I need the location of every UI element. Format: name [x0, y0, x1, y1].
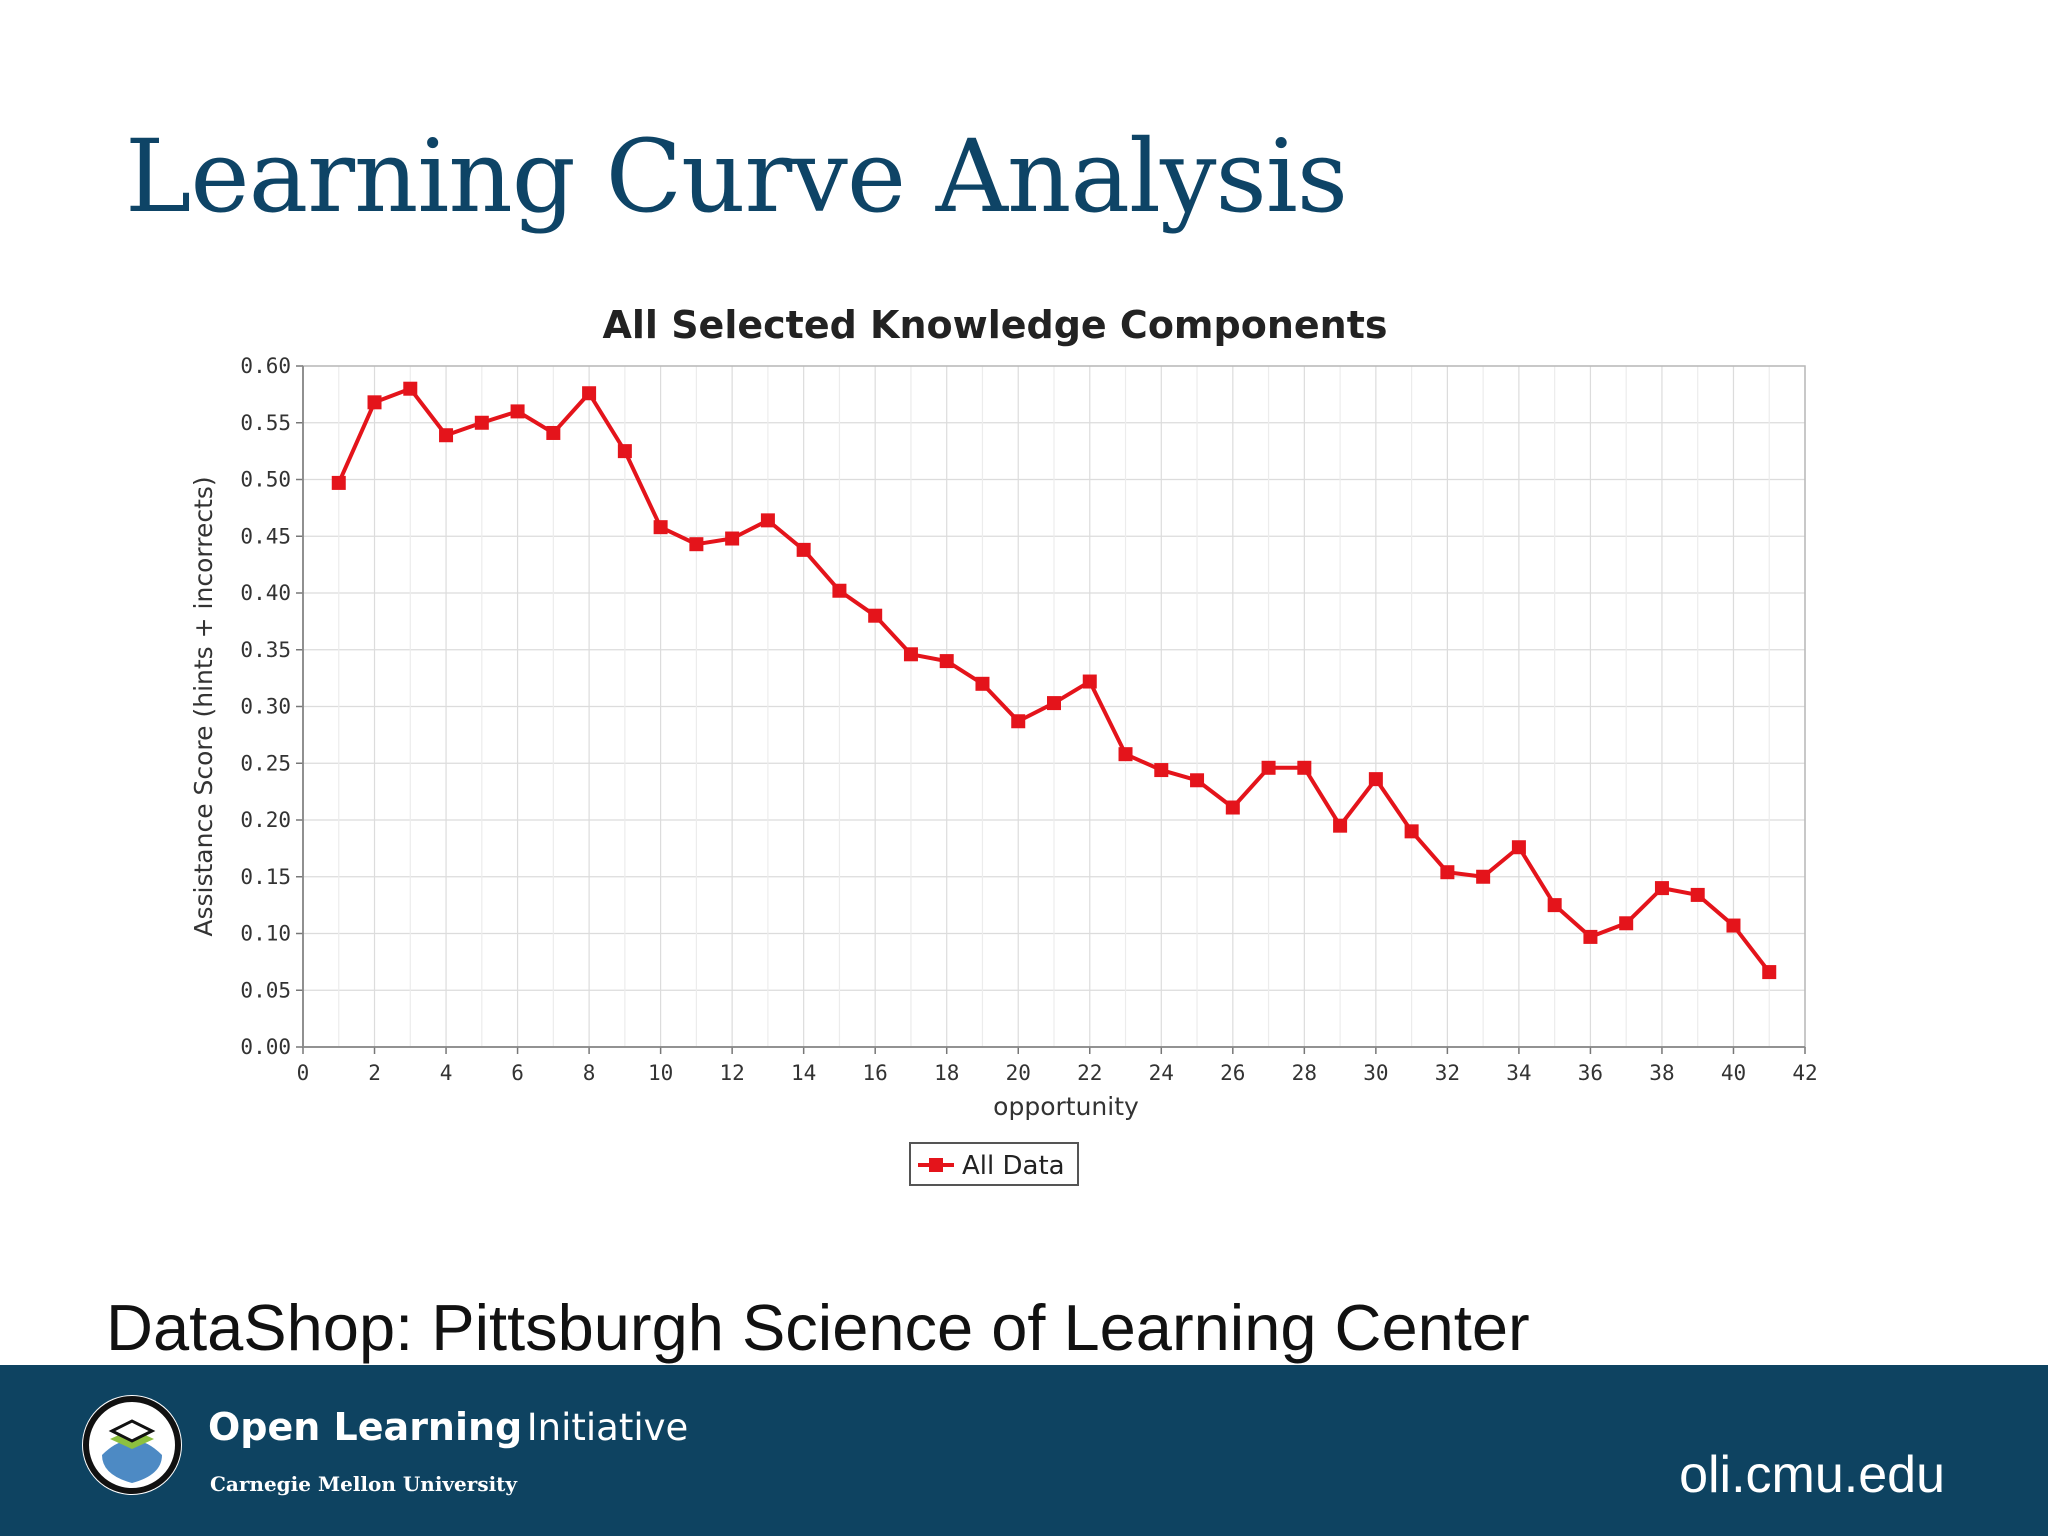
data-point [832, 583, 847, 598]
y-axis-label: Assistance Score (hints + incorrects) [189, 476, 218, 936]
data-point [510, 404, 525, 419]
x-tick-label: 28 [1292, 1061, 1317, 1085]
y-tick-label: 0.00 [240, 1035, 291, 1059]
x-tick-label: 34 [1506, 1061, 1531, 1085]
y-tick-label: 0.10 [240, 922, 291, 946]
data-point [1225, 800, 1240, 815]
slide-title: Learning Curve Analysis [125, 118, 1348, 235]
data-point [439, 428, 454, 443]
x-tick-label: 36 [1578, 1061, 1603, 1085]
data-point [1619, 916, 1634, 931]
footer-bar: Open Learning Initiative Carnegie Mellon… [0, 1365, 2048, 1536]
y-tick-label: 0.05 [240, 978, 291, 1002]
series-all-data [331, 381, 1777, 980]
logo-open-learning: Open Learning [208, 1405, 523, 1449]
x-tick-label: 14 [791, 1061, 816, 1085]
x-tick-label: 26 [1220, 1061, 1245, 1085]
data-point [1082, 674, 1097, 689]
data-point [653, 520, 668, 535]
x-tick-label: 24 [1149, 1061, 1174, 1085]
x-tick-label: 6 [511, 1061, 524, 1085]
data-point [1726, 918, 1741, 933]
x-tick-label: 38 [1649, 1061, 1674, 1085]
data-point [1511, 840, 1526, 855]
source-caption: DataShop: Pittsburgh Science of Learning… [106, 1291, 1530, 1364]
data-point [1440, 865, 1455, 880]
data-point [474, 415, 489, 430]
data-point [1047, 696, 1061, 711]
data-point [1118, 747, 1133, 762]
data-point [1404, 824, 1419, 839]
data-point [689, 537, 704, 552]
y-tick-label: 0.45 [240, 524, 291, 548]
y-tick-label: 0.50 [240, 468, 291, 492]
y-tick-label: 0.20 [240, 808, 291, 832]
legend-label-all-data: All Data [962, 1151, 1065, 1181]
y-tick-label: 0.15 [240, 865, 291, 889]
x-axis-label: opportunity [993, 1092, 1139, 1121]
chart-title: All Selected Knowledge Components [603, 303, 1388, 347]
data-point [975, 676, 990, 691]
y-tick-labels: 0.00 0.05 0.10 0.15 0.20 0.25 0.30 0.35 0.40 0.45… [240, 354, 291, 1059]
data-point [367, 395, 382, 410]
x-tick-label: 22 [1077, 1061, 1102, 1085]
y-tick-label: 0.40 [240, 581, 291, 605]
data-point [1333, 818, 1348, 833]
x-tick-label: 4 [440, 1061, 453, 1085]
data-point [939, 654, 954, 669]
oli-wordmark: Open Learning Initiative [208, 1405, 688, 1449]
footer-url[interactable]: oli.cmu.edu [1679, 1446, 1945, 1504]
x-tick-label: 10 [648, 1061, 673, 1085]
oli-logo-icon [82, 1395, 182, 1495]
data-point [1762, 965, 1777, 980]
y-tick-label: 0.30 [240, 695, 291, 719]
data-point [796, 542, 811, 557]
data-point [331, 475, 346, 490]
logo-subtitle: Carnegie Mellon University [210, 1472, 518, 1496]
x-tick-label: 16 [863, 1061, 888, 1085]
x-tick-label: 18 [934, 1061, 959, 1085]
legend-marker-swatch [929, 1158, 943, 1172]
data-point [582, 386, 597, 401]
y-tick-label: 0.25 [240, 751, 291, 775]
chart-axes [296, 365, 1806, 1054]
data-point [725, 531, 740, 546]
y-tick-label: 0.55 [240, 411, 291, 435]
data-point [868, 608, 883, 623]
x-tick-label: 42 [1792, 1061, 1817, 1085]
data-point [1547, 898, 1562, 913]
x-tick-labels: 0 2 4 6 8 10 12 14 16 18 20 22 24 26 28 30 32 34 36 38 40 42 [297, 1061, 1818, 1085]
data-point [1154, 763, 1169, 778]
x-tick-label: 2 [368, 1061, 381, 1085]
x-tick-label: 0 [297, 1061, 310, 1085]
data-point [760, 513, 775, 528]
data-point [403, 381, 418, 396]
data-point [1690, 887, 1705, 902]
x-tick-label: 32 [1435, 1061, 1460, 1085]
data-point [617, 444, 632, 459]
x-tick-label: 8 [583, 1061, 596, 1085]
x-tick-label: 30 [1363, 1061, 1388, 1085]
y-tick-label: 0.60 [240, 354, 291, 378]
logo-initiative: Initiative [526, 1406, 689, 1449]
x-tick-label: 20 [1006, 1061, 1031, 1085]
x-tick-label: 40 [1721, 1061, 1746, 1085]
data-point [1368, 772, 1383, 787]
data-point [1261, 760, 1276, 775]
data-point [1297, 760, 1312, 775]
data-point [1190, 773, 1205, 788]
data-point [1011, 714, 1026, 729]
data-point [903, 647, 918, 662]
learning-curve-chart: All Selected Knowledge Components 0.00 0.… [180, 290, 1830, 1190]
chart-svg: All Selected Knowledge Components 0.000.… [189, 303, 1818, 1186]
chart-legend: All Data [909, 1142, 1079, 1186]
x-tick-label: 12 [719, 1061, 744, 1085]
data-point [1654, 881, 1669, 896]
data-point [1583, 929, 1598, 944]
data-point [546, 425, 561, 440]
data-point [1476, 869, 1491, 884]
y-tick-label: 0.35 [240, 638, 291, 662]
